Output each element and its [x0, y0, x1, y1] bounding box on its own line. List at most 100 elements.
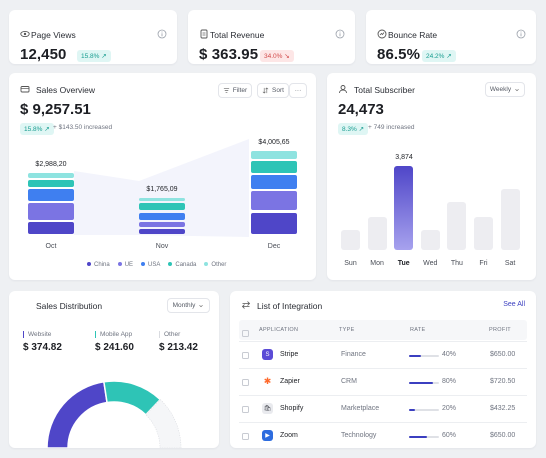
bar-total-label-oct: $2,988,20 [35, 160, 67, 168]
info-icon[interactable] [157, 29, 167, 39]
bar-segment-canada-dec[interactable] [251, 160, 297, 173]
stat-card-total-revenue: Total Revenue $ 363.95 34.0% ↘ [188, 10, 355, 64]
table-row[interactable]: ▶ Zoom Technology 60% $650.00 [239, 422, 527, 449]
sales-delta: + $143.50 increased [53, 124, 113, 131]
period-select[interactable]: Weekly [485, 82, 525, 97]
x-label-fri: Fri [479, 260, 488, 267]
bar-segment-other-nov[interactable] [139, 198, 185, 202]
subscriber-bar-sat[interactable] [500, 189, 520, 250]
sales-legend: China UE USA Canada Other [87, 262, 226, 268]
dist-item-other: Other $ 213.42 [159, 331, 198, 353]
sort-icon [262, 87, 269, 94]
rate-bar [409, 409, 439, 411]
info-icon[interactable] [335, 29, 345, 39]
filter-label: Filter [232, 87, 248, 94]
eye-icon [20, 30, 30, 38]
rate-bar [409, 382, 439, 384]
subscriber-value: 24,473 [338, 101, 384, 118]
row-checkbox[interactable] [242, 352, 249, 359]
stat-title: Bounce Rate [388, 30, 438, 40]
see-all-link[interactable]: See All [503, 301, 525, 308]
document-icon [200, 29, 208, 39]
filter-icon [223, 87, 229, 94]
subscriber-bar-tue[interactable] [394, 166, 414, 250]
zapier-icon: ✱ [262, 376, 273, 387]
legend-usa: USA [141, 262, 160, 268]
chevron-down-icon [515, 88, 519, 91]
x-label-oct: Oct [45, 243, 57, 250]
sort-label: Sort [272, 87, 284, 94]
bar-segment-usa-dec[interactable] [251, 174, 297, 190]
app-name: Stripe [280, 351, 299, 358]
subscriber-bar-fri[interactable] [474, 217, 493, 250]
subscriber-bar-sun[interactable] [341, 230, 360, 250]
bar-segment-china-nov[interactable] [139, 228, 185, 234]
filter-button[interactable]: Filter [218, 83, 252, 98]
period-select[interactable]: Monthly [167, 298, 210, 313]
x-label-mon: Mon [370, 260, 384, 267]
app-type: Finance [341, 351, 366, 358]
select-all-checkbox[interactable] [242, 330, 249, 337]
bar-segment-china-oct[interactable] [28, 221, 74, 234]
app-type: Marketplace [341, 405, 380, 412]
rate-fill [409, 355, 421, 357]
legend-canada: Canada [168, 262, 196, 268]
bar-segment-china-dec[interactable] [251, 212, 297, 234]
bar-segment-ue-oct[interactable] [28, 203, 74, 220]
legend-label: Other [211, 262, 227, 268]
sort-button[interactable]: Sort [257, 83, 289, 98]
info-icon[interactable] [516, 29, 526, 39]
card-title: List of Integration [257, 301, 323, 311]
app-name: Zoom [280, 432, 298, 439]
bar-segment-ue-nov[interactable] [139, 221, 185, 227]
chart-icon [377, 29, 387, 39]
table-row[interactable]: 🛍 Shopify Marketplace 20% $432.25 [239, 395, 527, 422]
sales-distribution-card: Sales Distribution Monthly Website $ 374… [9, 291, 219, 448]
more-options-button[interactable]: ··· [289, 83, 307, 98]
col-type: TYPE [339, 327, 355, 333]
table-row[interactable]: ✱ Zapier CRM 80% $720.50 [239, 368, 527, 395]
x-label-nov: Nov [155, 243, 169, 250]
total-subscriber-card: Total Subscriber Weekly 24,473 8.3% ↗ + … [327, 73, 536, 280]
bar-segment-canada-nov[interactable] [139, 203, 185, 211]
sales-overview-card: Sales Overview Filter Sort ··· $ 9,257.5… [9, 73, 316, 280]
row-checkbox[interactable] [242, 406, 249, 413]
bar-segment-other-oct[interactable] [28, 172, 74, 178]
stat-value: $ 363.95 [199, 46, 259, 63]
bar-segment-ue-dec[interactable] [251, 191, 297, 211]
bar-segment-usa-nov[interactable] [139, 212, 185, 220]
bar-segment-other-dec[interactable] [251, 151, 297, 159]
highlight-value-label: 3,874 [395, 154, 413, 161]
bar-segment-canada-oct[interactable] [28, 179, 74, 187]
legend-label: Canada [175, 262, 197, 268]
stat-title: Total Revenue [210, 30, 265, 40]
rate-bar [409, 436, 439, 438]
row-checkbox[interactable] [242, 379, 249, 386]
legend-label: UE [124, 262, 134, 268]
x-label-sun: Sun [344, 260, 357, 267]
donut-slice-website[interactable] [46, 380, 108, 448]
sales-value: $ 9,257.51 [20, 101, 91, 118]
period-label: Monthly [172, 302, 196, 309]
app-name: Shopify [280, 405, 304, 412]
sales-bands [74, 139, 249, 237]
card-title: Sales Overview [36, 85, 96, 95]
period-label: Weekly [489, 86, 512, 93]
stat-value: 12,450 [20, 46, 67, 63]
dist-label: Website [23, 331, 62, 338]
sales-trend-badge: 15.8% ↗ [20, 123, 54, 135]
integration-card: List of Integration See All APPLICATION … [230, 291, 536, 448]
donut-slice-other[interactable] [145, 399, 182, 448]
table-row[interactable]: S Stripe Finance 40% $650.00 [239, 341, 527, 368]
subscriber-bar-wed[interactable] [420, 230, 440, 250]
subscriber-bar-mon[interactable] [367, 217, 387, 250]
dist-label: Other [159, 331, 198, 338]
bar-total-label-dec: $4,005,65 [258, 139, 290, 147]
bar-total-label-nov: $1,765,09 [146, 186, 178, 194]
dist-item-website: Website $ 374.82 [23, 331, 62, 353]
subscriber-bar-thu[interactable] [447, 202, 467, 250]
rate-label: 20% [442, 405, 457, 412]
bar-segment-usa-oct[interactable] [28, 189, 74, 202]
rate-label: 80% [442, 378, 457, 385]
row-checkbox[interactable] [242, 433, 249, 440]
